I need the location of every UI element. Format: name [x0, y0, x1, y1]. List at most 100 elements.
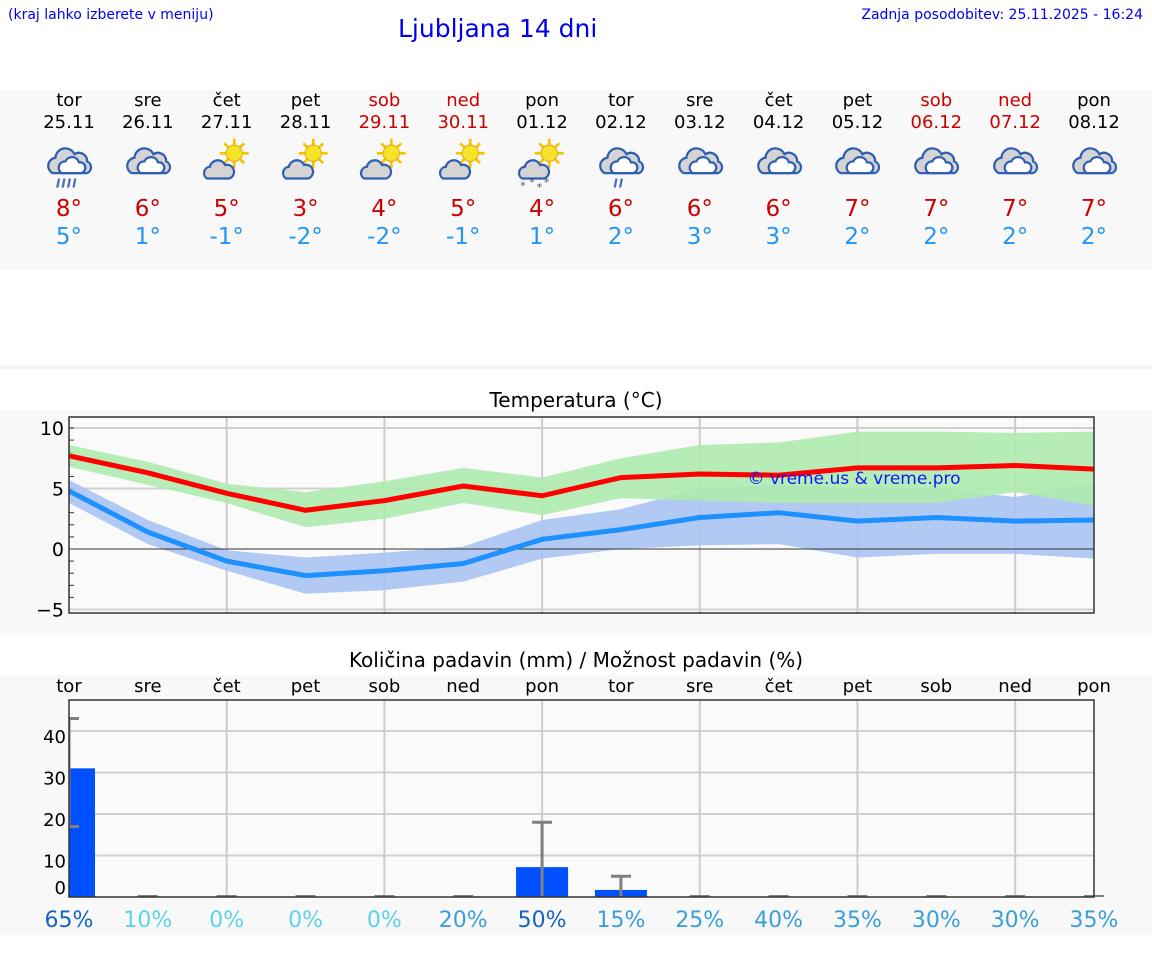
precip-probability: 30%: [991, 908, 1040, 933]
low-temp: 2°: [1002, 224, 1029, 250]
day-column: sre 26.11 6° 1°: [109, 90, 187, 251]
page-title: Ljubljana 14 dni: [398, 14, 598, 43]
y-tick-label: 40: [43, 727, 66, 748]
low-temp: 3°: [765, 224, 792, 250]
high-temp: 4°: [371, 196, 398, 222]
partly-sunny-icon: [345, 137, 423, 193]
day-column: pon 01.12 * * * * 4° 1°: [503, 90, 581, 251]
cloud-light-rain-icon: [582, 137, 660, 193]
day-column: sob 29.11 4° -2°: [345, 90, 423, 251]
svg-text:*: *: [537, 181, 543, 193]
day-date: 02.12: [595, 112, 647, 133]
day-name: pon: [525, 90, 559, 111]
day-column: ned 07.12 7° 2°: [976, 90, 1054, 251]
day-label: pon: [1077, 676, 1111, 697]
low-temp: -1°: [209, 224, 244, 250]
high-temp: 4°: [528, 196, 556, 222]
high-temp: 6°: [134, 196, 161, 222]
precip-probability: 25%: [675, 908, 724, 933]
day-column: tor 25.11 8° 5°: [30, 90, 108, 251]
plot-border: [68, 699, 1095, 898]
precip-probability: 20%: [439, 908, 488, 933]
day-name: pet: [842, 90, 873, 111]
day-date: 07.12: [989, 112, 1041, 133]
high-temp: 7°: [1080, 196, 1108, 222]
y-tick-label: 5: [52, 479, 64, 501]
precip-probability: 35%: [833, 908, 882, 933]
y-tick-label: 0: [55, 878, 66, 899]
temperature-chart: 10 5 0 −5 © vreme.us & vreme.pro: [36, 416, 1095, 622]
day-date: 27.11: [200, 112, 253, 133]
day-date: 08.12: [1068, 112, 1120, 133]
high-temp: 6°: [686, 196, 713, 222]
max-temp-band: [69, 431, 1094, 528]
day-label: sob: [368, 676, 400, 697]
day-label: sre: [686, 676, 713, 697]
precip-probability: 35%: [1070, 908, 1119, 933]
day-date: 05.12: [831, 112, 884, 133]
high-temp: 6°: [765, 196, 792, 222]
y-tick-label: 0: [52, 539, 64, 561]
day-name: ned: [446, 90, 481, 111]
precip-probability: 30%: [912, 908, 961, 933]
day-label: ned: [998, 676, 1032, 697]
location-hint: (kraj lahko izberete v meniju): [8, 7, 214, 23]
day-name: sob: [920, 90, 953, 111]
precip-probability: 0%: [367, 908, 402, 933]
partly-sunny-icon: [188, 137, 266, 193]
cloudy-icon: [109, 137, 187, 193]
cloudy-icon: [818, 137, 896, 193]
low-temp: -2°: [288, 224, 323, 250]
high-temp: 7°: [844, 196, 871, 222]
day-column: čet 27.11 5° -1°: [188, 90, 266, 251]
high-temp: 5°: [450, 196, 477, 222]
cloudy-icon: [1055, 137, 1133, 193]
day-label: sob: [920, 676, 952, 697]
day-column: sob 06.12 7° 2°: [897, 90, 975, 251]
precip-probability: 40%: [754, 908, 803, 933]
day-date: 30.11: [437, 112, 489, 133]
min-temp-line: [67, 488, 1095, 579]
day-column: pet 05.12 7° 2°: [818, 90, 896, 251]
divider: [0, 365, 1152, 369]
day-name: tor: [56, 90, 82, 111]
y-tick-label: 10: [43, 852, 66, 873]
low-temp: 1°: [134, 224, 161, 250]
day-name: tor: [608, 90, 634, 111]
y-tick-label: 20: [43, 810, 66, 831]
day-date: 04.12: [752, 112, 805, 133]
high-temp: 8°: [55, 196, 83, 222]
cloudy-icon: [897, 137, 975, 193]
day-label: pon: [525, 676, 559, 697]
day-name: ned: [998, 90, 1033, 111]
high-temp: 5°: [213, 196, 240, 222]
high-temp: 7°: [1002, 196, 1029, 222]
day-date: 29.11: [358, 112, 411, 133]
cloud-rain-icon: [30, 137, 108, 193]
y-tick-label: 30: [43, 769, 66, 790]
high-temp: 6°: [607, 196, 634, 222]
partly-sunny-icon: [424, 137, 502, 193]
y-tick-label: 10: [40, 418, 64, 440]
low-temp: 2°: [607, 224, 634, 250]
temperature-chart-title: Temperatura (°C): [489, 388, 663, 412]
day-column: ned 30.11 5° -1°: [424, 90, 502, 251]
low-temp: 3°: [686, 224, 713, 250]
day-column: tor 02.12 6° 2°: [582, 90, 660, 251]
precip-probability: 0%: [288, 908, 323, 933]
precip-probability: 15%: [596, 908, 645, 933]
svg-text:*: *: [544, 176, 550, 189]
precip-probability: 65%: [45, 908, 94, 933]
low-temp: 1°: [528, 224, 556, 250]
bars: [69, 717, 1104, 897]
svg-text:*: *: [529, 176, 535, 189]
day-label: čet: [213, 676, 241, 697]
plot-area: [69, 700, 1094, 897]
day-date: 25.11: [43, 112, 95, 133]
low-temp: 2°: [1080, 224, 1108, 250]
precip-bar: [69, 768, 95, 897]
day-label: pet: [291, 676, 321, 697]
precipitation-chart-title: Količina padavin (mm) / Možnost padavin …: [348, 648, 804, 672]
day-date: 28.11: [279, 112, 332, 133]
day-name: sre: [686, 90, 714, 111]
